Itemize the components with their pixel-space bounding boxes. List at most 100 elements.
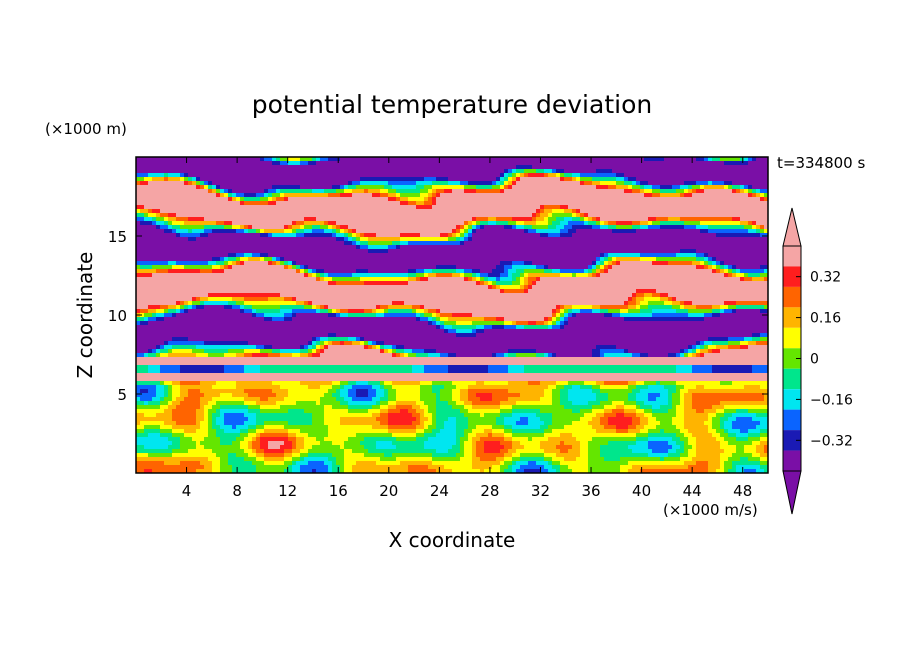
heatmap-cell — [732, 205, 737, 210]
heatmap-cell — [528, 241, 533, 246]
heatmap-cell — [172, 169, 177, 174]
heatmap-cell — [304, 189, 309, 194]
heatmap-cell — [536, 221, 541, 226]
heatmap-cell — [268, 213, 273, 218]
heatmap-cell — [468, 245, 473, 250]
heatmap-cell — [344, 169, 349, 174]
heatmap-cell — [476, 209, 481, 214]
heatmap-cell — [344, 237, 349, 242]
heatmap-cell — [236, 265, 241, 270]
heatmap-cell — [744, 265, 749, 270]
heatmap-cell — [724, 193, 729, 198]
heatmap-cell — [216, 257, 221, 262]
heatmap-cell — [444, 177, 449, 182]
heatmap-cell — [444, 193, 449, 198]
heatmap-cell — [676, 229, 681, 234]
heatmap-cell — [520, 213, 525, 218]
heatmap-cell — [752, 245, 757, 250]
heatmap-cell — [448, 201, 453, 206]
heatmap-cell — [504, 157, 509, 162]
heatmap-cell — [444, 197, 449, 202]
heatmap-cell — [276, 241, 281, 246]
heatmap-cell — [284, 225, 289, 230]
heatmap-cell — [604, 193, 609, 198]
heatmap-cell — [484, 161, 489, 166]
heatmap-cell — [472, 269, 477, 274]
heatmap-cell — [676, 245, 681, 250]
heatmap-cell — [684, 241, 689, 246]
heatmap-cell — [572, 189, 577, 194]
heatmap-cell — [604, 269, 609, 274]
heatmap-cell — [236, 193, 241, 198]
heatmap-cell — [724, 261, 729, 266]
heatmap-cell — [220, 241, 225, 246]
heatmap-cell — [740, 241, 745, 246]
heatmap-cell — [688, 185, 693, 190]
heatmap-cell — [136, 157, 141, 162]
heatmap-cell — [732, 273, 737, 278]
heatmap-cell — [732, 229, 737, 234]
heatmap-cell — [696, 261, 701, 266]
heatmap-cell — [668, 241, 673, 246]
heatmap-cell — [368, 261, 373, 266]
heatmap-cell — [308, 225, 313, 230]
heatmap-cell — [656, 253, 661, 258]
heatmap-cell — [612, 217, 617, 222]
heatmap-cell — [372, 217, 377, 222]
heatmap-cell — [560, 277, 565, 282]
heatmap-cell — [164, 205, 169, 210]
heatmap-cell — [244, 237, 249, 242]
heatmap-cell — [652, 205, 657, 210]
heatmap-cell — [156, 257, 161, 262]
heatmap-cell — [336, 181, 341, 186]
heatmap-cell — [428, 213, 433, 218]
heatmap-cell — [364, 277, 369, 282]
heatmap-cell — [460, 241, 465, 246]
heatmap-cell — [544, 177, 549, 182]
heatmap-cell — [636, 185, 641, 190]
heatmap-cell — [740, 165, 745, 170]
heatmap-cell — [372, 185, 377, 190]
heatmap-cell — [216, 245, 221, 250]
heatmap-cell — [156, 249, 161, 254]
heatmap-cell — [220, 173, 225, 178]
heatmap-cell — [436, 161, 441, 166]
heatmap-cell — [184, 281, 189, 286]
heatmap-cell — [380, 229, 385, 234]
heatmap-cell — [516, 181, 521, 186]
heatmap-cell — [156, 221, 161, 226]
heatmap-cell — [604, 217, 609, 222]
heatmap-cell — [568, 221, 573, 226]
heatmap-cell — [196, 225, 201, 230]
heatmap-cell — [176, 189, 181, 194]
heatmap-cell — [536, 201, 541, 206]
heatmap-cell — [372, 273, 377, 278]
heatmap-cell — [304, 157, 309, 162]
heatmap-cell — [348, 237, 353, 242]
heatmap-cell — [500, 217, 505, 222]
heatmap-cell — [532, 177, 537, 182]
heatmap-cell — [664, 157, 669, 162]
heatmap-cell — [560, 257, 565, 262]
heatmap-cell — [648, 249, 653, 254]
heatmap-cell — [460, 205, 465, 210]
heatmap-cell — [660, 189, 665, 194]
heatmap-cell — [236, 233, 241, 238]
heatmap-cell — [532, 273, 537, 278]
heatmap-cell — [208, 173, 213, 178]
heatmap-cell — [256, 193, 261, 198]
heatmap-cell — [488, 265, 493, 270]
heatmap-cell — [200, 201, 205, 206]
heatmap-cell — [292, 229, 297, 234]
heatmap-cell — [464, 201, 469, 206]
heatmap-cell — [364, 205, 369, 210]
heatmap-cell — [548, 229, 553, 234]
heatmap-cell — [544, 237, 549, 242]
heatmap-cell — [704, 221, 709, 226]
heatmap-cell — [512, 169, 517, 174]
heatmap-cell — [448, 217, 453, 222]
heatmap-cell — [176, 265, 181, 270]
heatmap-cell — [496, 205, 501, 210]
heatmap-cell — [436, 249, 441, 254]
heatmap-cell — [396, 177, 401, 182]
